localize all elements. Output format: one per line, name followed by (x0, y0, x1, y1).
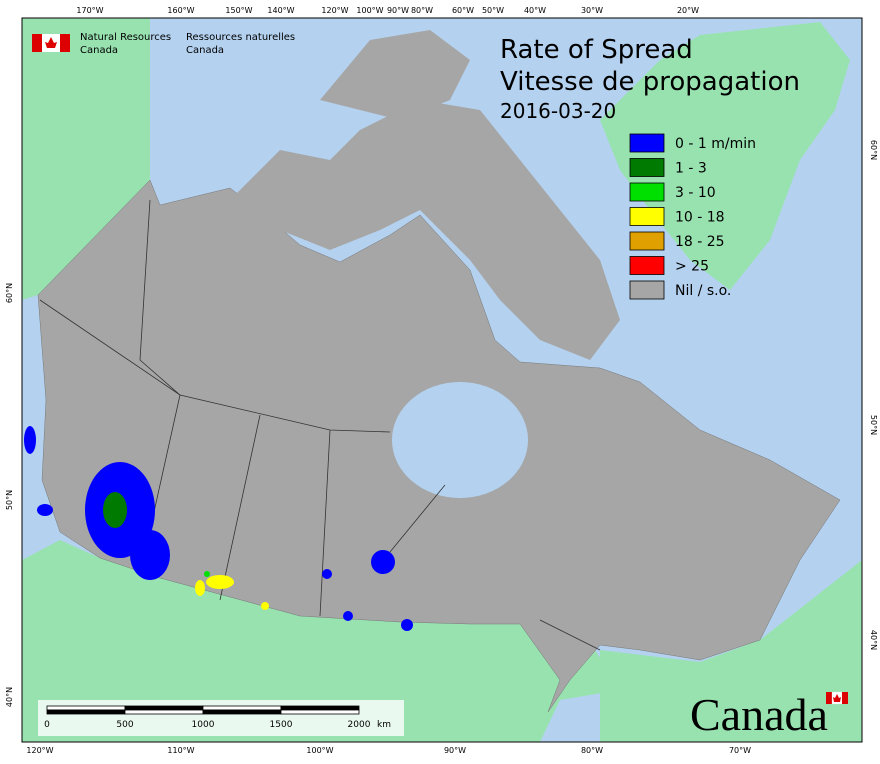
graticule-label: 20°W (677, 6, 699, 15)
graticule-label: 170°W (76, 6, 103, 15)
scale-label: 1500 (270, 720, 293, 730)
legend-label: 0 - 1 m/min (675, 136, 756, 152)
graticule-label: 140°W (267, 6, 294, 15)
scale-label: 1000 (192, 720, 215, 730)
scale-label: 500 (116, 720, 133, 730)
graticule-label: 60°W (452, 6, 474, 15)
graticule-label: 90°W (444, 746, 466, 755)
scale-segment (280, 709, 360, 715)
scale-bg (38, 700, 404, 736)
scale-segment (46, 709, 126, 715)
title: Rate of Spread (500, 35, 693, 65)
graticule-label: 110°W (167, 746, 194, 755)
hudson-bay (392, 382, 528, 498)
graticule-label: 80°W (581, 746, 603, 755)
legend-swatch (629, 158, 665, 177)
scale-segment (124, 705, 204, 711)
arctic-islands (230, 100, 620, 360)
usa-east (600, 560, 862, 742)
scale-label: 2000 (348, 720, 371, 730)
canada-flag (826, 691, 848, 705)
legend-swatch (629, 182, 665, 202)
graticule-label: 40°N (869, 630, 878, 650)
graticule: 170°W 160°W 150°W 140°W 120°W 100°W 90°W 80°W 60… (5, 6, 878, 755)
graticule-label: 60°N (869, 140, 878, 160)
scale-unit: km (377, 720, 391, 730)
agency-fr: Ressources naturelles (186, 32, 295, 43)
legend-label: 18 - 25 (675, 234, 725, 250)
legend-label: 1 - 3 (675, 161, 707, 177)
graticule-label: 30°W (581, 6, 603, 15)
graticule-label: 80°W (411, 6, 433, 15)
nrcan-flag (32, 34, 70, 52)
scale-segment (202, 705, 282, 711)
graticule-label: 50°W (482, 6, 504, 15)
agency-en: Natural Resources (80, 32, 171, 43)
graticule-label: 100°W (306, 746, 333, 755)
scale-segment (202, 709, 282, 715)
graticule-label: 50°N (5, 490, 14, 510)
legend-label: 3 - 10 (675, 185, 716, 201)
graticule-label: 160°W (167, 6, 194, 15)
graticule-label: 90°W (387, 6, 409, 15)
graticule-label: 40°N (5, 687, 14, 707)
usa (22, 540, 620, 742)
legend-swatch (629, 256, 665, 275)
legend-swatch (629, 280, 665, 300)
scale-segment (46, 705, 126, 711)
legend: 0 - 1 m/min 1 - 3 3 - 10 10 - 18 18 - 25 > 25… (629, 133, 756, 300)
graticule-label: 50°N (869, 415, 878, 435)
graticule-label: 100°W (356, 6, 383, 15)
agency-en: Canada (80, 45, 118, 56)
graticule-label: 120°W (321, 6, 348, 15)
scale-bar: 0 500 1000 1500 2000 km (38, 700, 404, 736)
legend-swatch (629, 207, 665, 226)
legend-label: 10 - 18 (675, 210, 725, 226)
frame (21, 17, 863, 743)
wordmark: Canada (690, 689, 828, 740)
fire-other (103, 492, 269, 610)
scale-segment (280, 705, 360, 711)
ellesmere (320, 30, 470, 120)
alaska (22, 18, 150, 300)
graticule-label: 120°W (26, 746, 53, 755)
scale-segment (124, 709, 204, 715)
date: 2016-03-20 (500, 99, 616, 123)
graticule-label: 40°W (524, 6, 546, 15)
title: Vitesse de propagation (500, 67, 800, 97)
scale-label: 0 (44, 720, 50, 730)
graticule-label: 60°N (5, 283, 14, 303)
agency-fr: Canada (186, 45, 224, 56)
graticule-label: 70°W (729, 746, 751, 755)
legend-swatch (629, 231, 665, 251)
legend-swatch (629, 133, 665, 153)
graticule-label: 150°W (225, 6, 252, 15)
legend-label: Nil / s.o. (675, 283, 731, 299)
borders (39, 199, 601, 651)
legend-label: > 25 (675, 259, 709, 275)
